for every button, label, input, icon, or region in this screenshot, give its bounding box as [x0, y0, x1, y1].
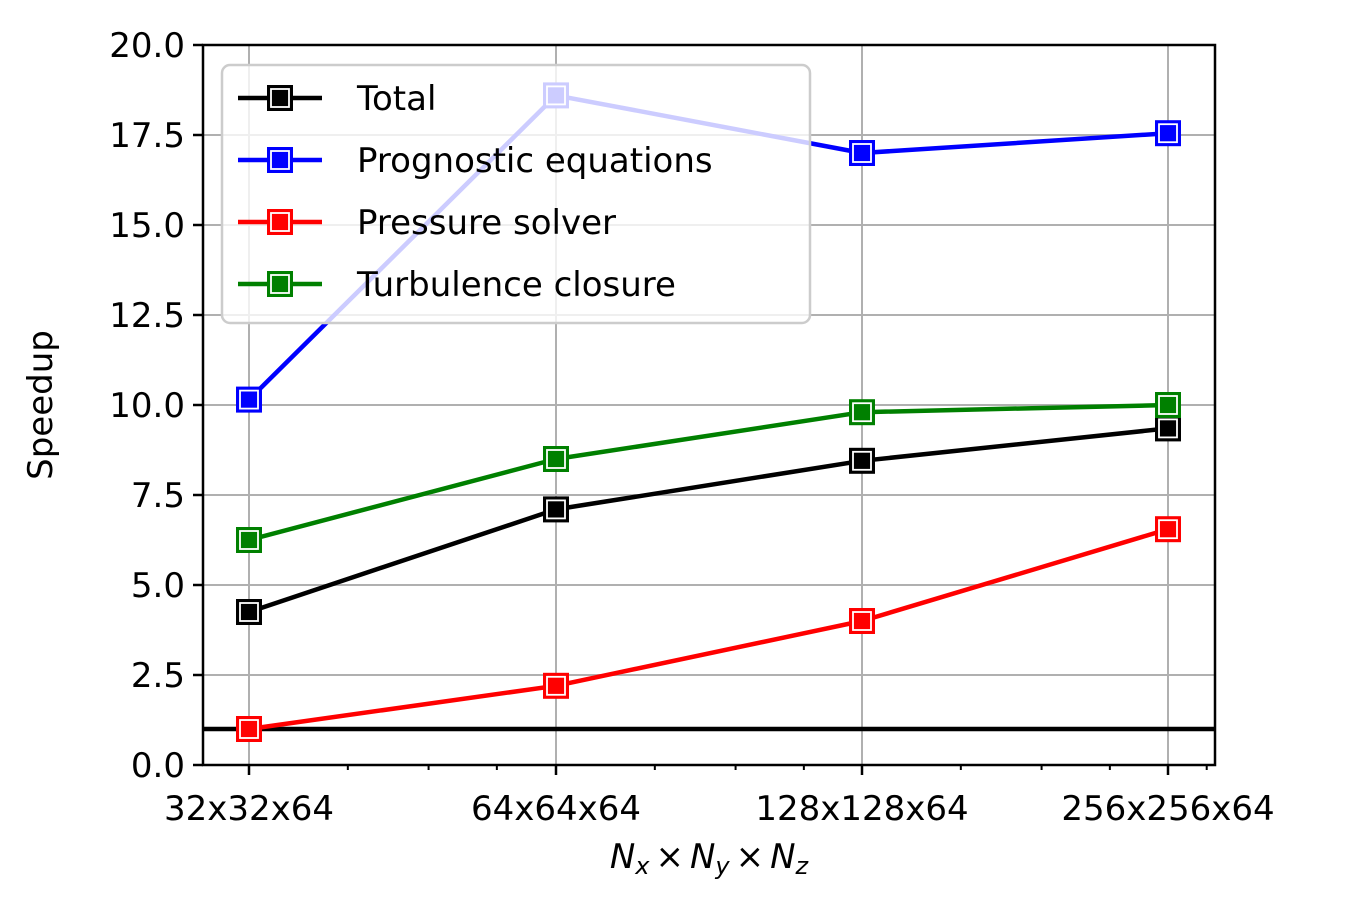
data-point-inner-edge — [239, 719, 259, 739]
legend-box — [220, 63, 812, 325]
legend-label: Turbulence closure — [356, 265, 676, 305]
legend-swatch-marker — [267, 271, 293, 297]
xlabel-sub-x: x — [634, 852, 650, 880]
xlabel-times1: × — [655, 837, 684, 877]
legend-item: Total — [238, 79, 436, 119]
y-axis-title: Speedup — [21, 330, 61, 480]
data-point — [543, 496, 569, 523]
data-point — [849, 399, 875, 426]
series-total — [236, 415, 1181, 625]
data-point — [236, 599, 262, 625]
series-line — [248, 402, 1169, 543]
data-point-inner-edge — [546, 499, 566, 520]
legend-swatch-marker — [267, 147, 293, 173]
data-point — [849, 608, 875, 634]
data-point — [543, 446, 569, 472]
data-point — [849, 447, 875, 474]
data-point — [1155, 516, 1181, 543]
y-tick-label: 0.0 — [131, 746, 185, 786]
data-point-inner-edge — [239, 389, 259, 410]
data-point — [236, 386, 262, 413]
legend-label: Prognostic equations — [357, 141, 713, 181]
data-point-inner-edge — [546, 449, 566, 469]
data-point — [543, 672, 569, 699]
legend-label: Total — [356, 79, 436, 119]
data-point-inner-edge — [1158, 418, 1178, 439]
axis-ticks: 0.0 2.5 5.0 7.5 10.0 12.5 15.0 17.5 20.0 32x32x64… — [109, 26, 1274, 829]
y-tick-label: 20.0 — [109, 26, 185, 66]
xlabel-n3: N — [770, 837, 795, 877]
y-tick-label: 12.5 — [109, 296, 185, 336]
y-tick-label: 15.0 — [109, 206, 185, 246]
data-point — [236, 527, 262, 553]
x-tick-label: 128x128x64 — [755, 789, 968, 829]
x-tick-label: 32x32x64 — [164, 789, 334, 829]
y-tick-label: 7.5 — [131, 476, 185, 516]
y-tick-label: 2.5 — [131, 656, 185, 696]
data-point-inner-edge — [852, 402, 872, 423]
xlabel-times2: × — [736, 837, 765, 877]
legend-item: Turbulence closure — [238, 265, 676, 305]
series-line — [248, 426, 1169, 615]
y-tick-label: 17.5 — [109, 116, 185, 156]
data-point-inner-edge — [239, 530, 259, 550]
legend-item: Prognostic equations — [238, 141, 713, 181]
xlabel-n1: N — [610, 837, 635, 877]
data-point — [236, 716, 262, 742]
data-point-inner-edge — [546, 675, 566, 696]
legend-label: Pressure solver — [357, 203, 616, 243]
series-line — [248, 527, 1169, 732]
legend-swatch-marker — [267, 209, 293, 235]
x-axis-title: Nx × Ny × Nz — [610, 837, 810, 880]
data-point-inner-edge — [852, 611, 872, 631]
xlabel-sub-y: y — [714, 852, 730, 880]
series-pressure-solver — [236, 516, 1181, 742]
data-point — [1155, 392, 1181, 418]
x-tick-label: 64x64x64 — [471, 789, 641, 829]
y-tick-label: 10.0 — [109, 386, 185, 426]
data-point-inner-edge — [1158, 519, 1178, 540]
legend-swatch-inner — [270, 212, 290, 232]
data-point-inner-edge — [852, 143, 872, 163]
data-point — [1155, 120, 1181, 147]
xlabel-sub-z: z — [795, 852, 810, 880]
data-point — [1155, 415, 1181, 442]
data-point — [849, 140, 875, 166]
legend-swatch-inner — [270, 274, 290, 294]
data-point-inner-edge — [1158, 395, 1178, 415]
data-point-inner-edge — [1158, 123, 1178, 144]
y-tick-label: 5.0 — [131, 566, 185, 606]
legend: Total Prognostic equations Pressure solver… — [220, 63, 812, 325]
data-point-inner-edge — [239, 602, 259, 622]
legend-item: Pressure solver — [238, 203, 616, 243]
xlabel-n2: N — [690, 837, 715, 877]
legend-swatch-marker — [267, 85, 293, 111]
x-tick-label: 256x256x64 — [1061, 789, 1274, 829]
legend-swatch-inner — [270, 150, 290, 170]
data-point-inner-edge — [852, 450, 872, 471]
series-turbulence-closure — [236, 392, 1181, 553]
legend-swatch-inner — [270, 88, 290, 108]
